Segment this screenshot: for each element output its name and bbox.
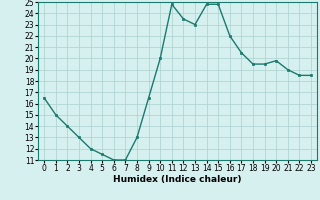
X-axis label: Humidex (Indice chaleur): Humidex (Indice chaleur) [113,175,242,184]
